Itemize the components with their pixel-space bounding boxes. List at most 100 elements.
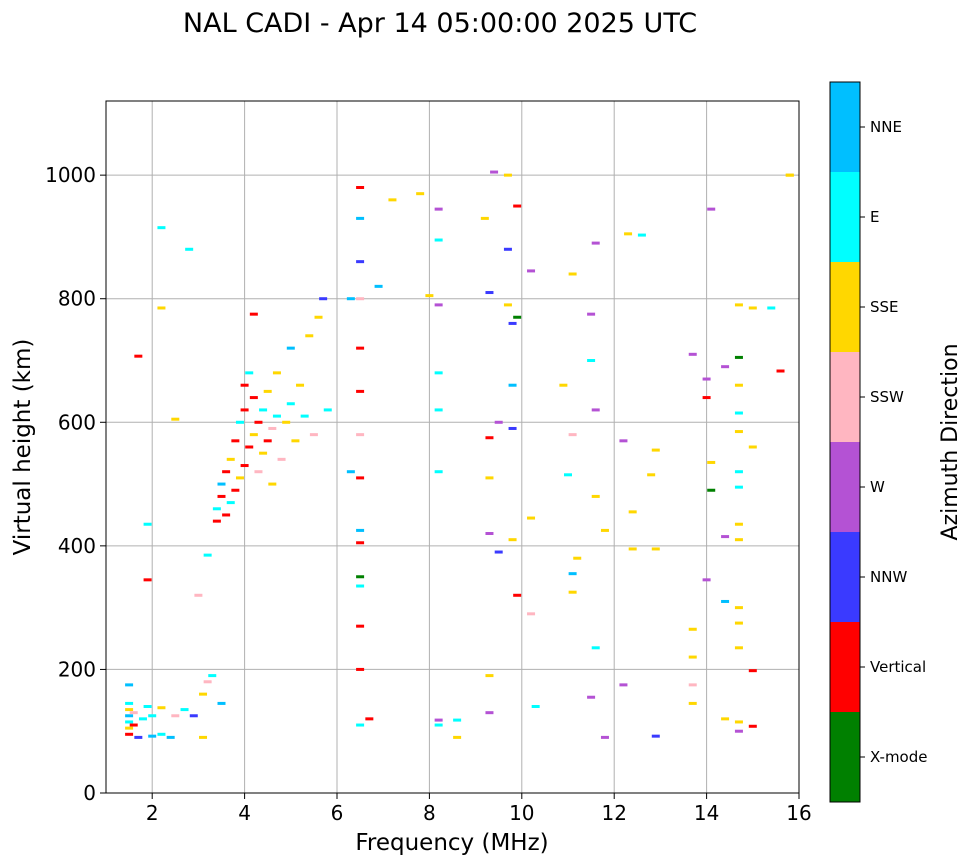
data-point	[721, 365, 730, 369]
data-point	[125, 720, 134, 724]
data-point	[734, 720, 743, 724]
data-point	[434, 238, 443, 242]
data-point	[129, 723, 138, 727]
data-point	[134, 735, 143, 739]
data-point	[734, 430, 743, 434]
data-point	[171, 714, 180, 718]
data-point	[356, 541, 365, 545]
colorbar-swatch	[830, 532, 860, 622]
y-axis-ticks: 0 200 400 600 800 1000	[45, 163, 106, 805]
data-point	[513, 593, 522, 597]
data-point	[323, 408, 332, 412]
data-point	[702, 396, 711, 400]
data-point	[272, 414, 281, 418]
data-point	[268, 426, 277, 430]
data-point	[485, 436, 494, 440]
colorbar-swatch	[830, 352, 860, 442]
data-point	[222, 513, 231, 517]
data-point	[531, 705, 540, 708]
colorbar-frame	[829, 81, 861, 803]
data-point	[587, 359, 596, 362]
data-point	[356, 723, 365, 727]
data-point	[226, 501, 235, 505]
data-point	[282, 420, 291, 424]
data-point	[734, 646, 743, 650]
colorbar-swatch	[830, 262, 860, 352]
data-point	[619, 439, 628, 443]
data-point	[157, 732, 166, 736]
data-point	[734, 522, 743, 526]
data-point	[286, 346, 295, 350]
data-point	[356, 528, 365, 532]
y-tick-label: 800	[58, 287, 96, 311]
data-point	[734, 470, 743, 474]
data-point	[628, 547, 637, 551]
colorbar-swatch	[830, 172, 860, 262]
data-point	[527, 612, 536, 616]
data-point	[480, 216, 489, 220]
data-point	[305, 334, 314, 338]
data-point	[300, 414, 309, 418]
data-point	[624, 232, 633, 236]
data-point	[217, 494, 226, 498]
data-point	[721, 717, 730, 721]
x-tick-label: 6	[331, 801, 344, 825]
data-point	[425, 294, 434, 298]
data-point	[587, 695, 596, 699]
data-point	[240, 464, 249, 468]
data-point	[356, 584, 365, 588]
plot-frame	[105, 100, 800, 794]
data-point	[568, 433, 577, 437]
x-tick-label: 4	[238, 801, 251, 825]
data-point	[651, 734, 660, 738]
data-point	[346, 470, 355, 474]
data-point	[734, 383, 743, 387]
data-points	[125, 170, 794, 739]
data-point	[235, 476, 244, 480]
data-point	[356, 667, 365, 671]
data-point	[721, 599, 730, 603]
data-point	[688, 352, 697, 356]
data-point	[591, 241, 600, 245]
data-point	[647, 473, 656, 477]
data-point	[434, 371, 443, 375]
data-point	[707, 460, 716, 464]
data-point	[254, 470, 263, 474]
data-point	[356, 260, 365, 264]
data-point	[356, 346, 365, 350]
data-point	[240, 383, 249, 387]
data-point	[416, 192, 425, 196]
data-point	[277, 457, 286, 461]
colorbar-tick-label: NNE	[870, 118, 902, 136]
data-point	[356, 575, 365, 579]
data-point	[286, 402, 295, 406]
data-point	[296, 383, 305, 387]
colorbar-swatch	[830, 622, 860, 712]
data-point	[564, 473, 572, 477]
colorbar-swatch	[830, 712, 860, 802]
data-point	[591, 646, 600, 650]
data-point	[134, 354, 143, 358]
data-point	[785, 173, 794, 177]
data-point	[138, 717, 147, 721]
x-tick-label: 16	[786, 801, 811, 825]
colorbar-tick-label: X-mode	[870, 748, 927, 766]
data-point	[203, 680, 212, 684]
data-point	[734, 538, 743, 542]
colorbar-swatch	[830, 82, 860, 172]
data-point	[291, 439, 300, 443]
colorbar-tick-label: W	[870, 478, 885, 496]
data-point	[434, 723, 443, 727]
data-point	[767, 306, 776, 310]
data-point	[734, 485, 743, 489]
data-point	[356, 297, 365, 301]
data-point	[208, 674, 217, 678]
data-point	[125, 714, 134, 718]
data-point	[485, 674, 494, 678]
data-point	[365, 717, 374, 721]
data-point	[721, 535, 730, 539]
data-point	[129, 711, 138, 715]
data-point	[494, 420, 503, 424]
data-point	[527, 516, 536, 520]
